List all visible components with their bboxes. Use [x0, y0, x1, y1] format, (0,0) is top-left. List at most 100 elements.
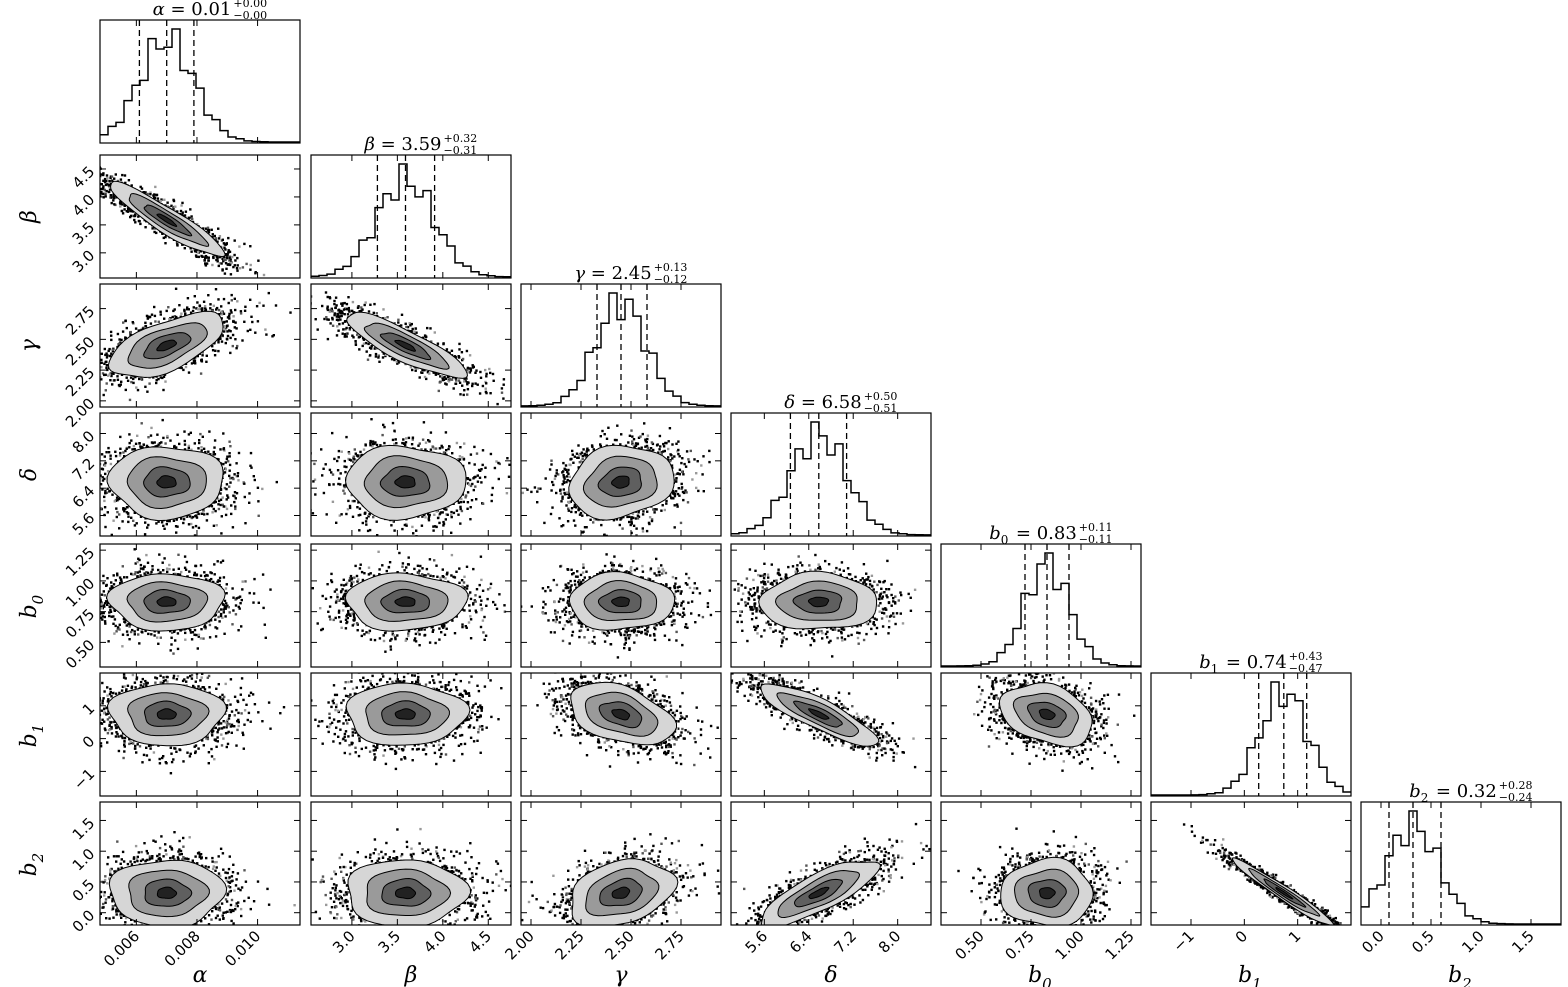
scatter-point [232, 315, 235, 318]
scatter-point [339, 312, 342, 315]
scatter-point [216, 257, 219, 260]
scatter-point [356, 306, 360, 309]
scatter-point [357, 305, 360, 308]
scatter-point [489, 371, 492, 375]
scatter-point [194, 254, 198, 257]
scatter-point [272, 334, 275, 337]
scatter-point [341, 312, 344, 315]
scatter-point [328, 310, 331, 313]
scatter-point [226, 330, 229, 333]
scatter-point [226, 324, 229, 327]
scatter-point [289, 311, 292, 314]
scatter-point [375, 347, 378, 350]
scatter-point [255, 305, 259, 308]
scatter-point [159, 310, 162, 313]
scatter-point [234, 321, 237, 324]
scatter-point [181, 211, 184, 214]
scatter-point [146, 192, 149, 196]
scatter-point [243, 320, 246, 323]
scatter-point [72, 168, 74, 170]
scatter-point [139, 185, 142, 189]
scatter-point [348, 310, 351, 313]
scatter-point [100, 192, 103, 195]
scatter-point [492, 379, 495, 382]
scatter-point [445, 383, 448, 386]
scatter-point [214, 237, 217, 240]
scatter-point [234, 259, 237, 262]
scatter-point [96, 180, 98, 182]
scatter-point [190, 215, 193, 218]
scatter-point [356, 333, 359, 336]
scatter-point [248, 279, 250, 281]
scatter-point [476, 383, 479, 386]
scatter-point [103, 347, 106, 351]
scatter-point [202, 300, 206, 303]
scatter-point [108, 373, 111, 376]
scatter-point [384, 353, 387, 356]
scatter-point [452, 387, 455, 390]
panel-frame [99, 283, 301, 408]
scatter-point [74, 164, 76, 166]
scatter-point [445, 348, 449, 351]
contour-level-4 [156, 213, 178, 228]
scatter-point [225, 320, 228, 323]
scatter-point [256, 320, 260, 323]
scatter-point [162, 388, 165, 392]
scatter-point [226, 253, 229, 256]
scatter-point [216, 260, 219, 263]
scatter-point [400, 313, 404, 316]
scatter-point [327, 318, 330, 321]
scatter-point [157, 320, 160, 323]
scatter-point [196, 251, 200, 254]
scatter-point [243, 309, 247, 312]
scatter-point [140, 377, 143, 380]
scatter-point [351, 309, 354, 313]
scatter-point [484, 387, 487, 390]
scatter-point [107, 179, 110, 183]
scatter-point [175, 315, 178, 319]
scatter-point [478, 392, 482, 395]
scatter-point [341, 302, 345, 305]
scatter-point [124, 388, 127, 392]
scatter-point [228, 329, 231, 332]
scatter-point [102, 179, 105, 182]
scatter-point [314, 318, 317, 321]
scatter-point [212, 304, 215, 307]
scatter-point [127, 179, 131, 182]
scatter-point [230, 311, 233, 314]
scatter-point [100, 173, 103, 176]
scatter-point [229, 261, 232, 265]
scatter-point [201, 309, 204, 312]
scatter-point [303, 273, 305, 275]
scatter-point [440, 375, 444, 378]
scatter-point [425, 377, 428, 381]
scatter-point [215, 306, 219, 310]
scatter-point [206, 226, 210, 229]
scatter-point [94, 163, 96, 165]
scatter-point [172, 199, 176, 203]
scatter-point [180, 366, 183, 370]
scatter-point [337, 329, 340, 332]
scatter-point [119, 178, 123, 181]
scatter-point [110, 374, 113, 378]
scatter-point [405, 325, 408, 329]
scatter-point [474, 371, 477, 374]
scatter-point [429, 327, 432, 330]
scatter-point [118, 338, 121, 341]
scatter-point [295, 303, 297, 305]
scatter-point [345, 335, 348, 338]
scatter-point [229, 258, 232, 261]
scatter-point [124, 319, 127, 323]
scatter-point [184, 210, 188, 213]
scatter-point [163, 317, 166, 320]
scatter-point [192, 306, 195, 309]
scatter-point [236, 300, 239, 303]
scatter-point [235, 267, 239, 270]
scatter-point [234, 308, 237, 312]
scatter-point [397, 361, 401, 364]
scatter-point [331, 318, 334, 321]
scatter-point [218, 262, 221, 265]
scatter-point [100, 366, 103, 369]
scatter-point [202, 251, 206, 254]
scatter-point [126, 379, 130, 382]
